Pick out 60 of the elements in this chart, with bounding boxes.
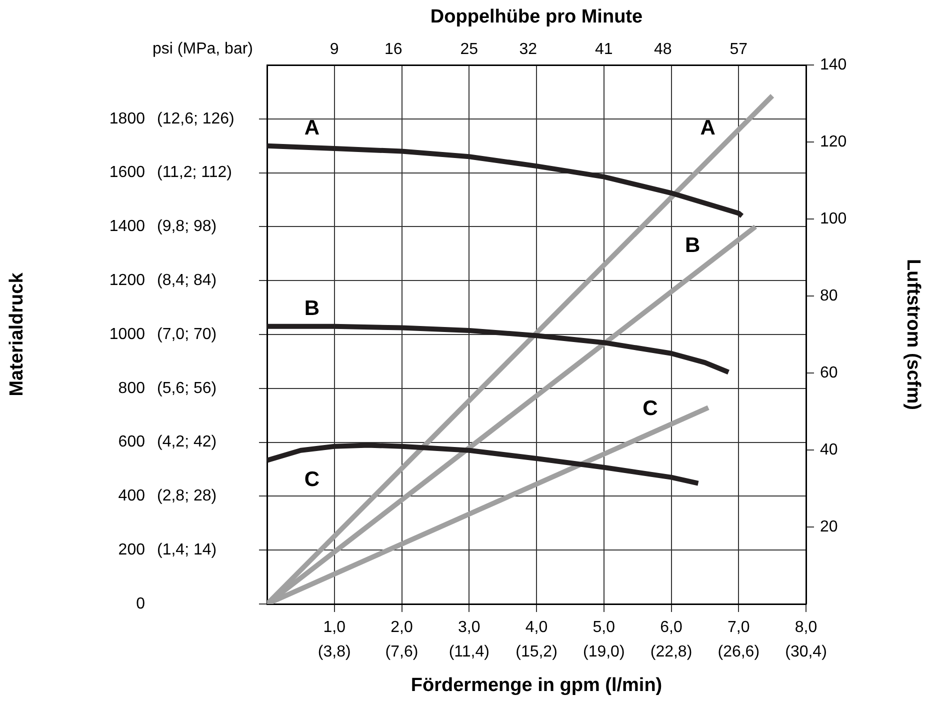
y2-tick-label: 20 [820,518,838,536]
text: psi (MPa, bar) [152,40,253,58]
series-label: B [304,297,320,320]
y2-tick-label: 140 [820,56,847,74]
text: (3,8) [318,643,351,660]
text: (12,6; 126) [157,110,234,128]
text: (8,4; 84) [157,272,217,290]
text: (5,6; 56) [157,380,217,397]
x-tick-label: 7,0 [728,619,750,636]
y2-tick-label: 60 [820,364,838,382]
x2-tick-label: 9 [330,40,339,58]
y2-tick-label: 80 [820,287,838,304]
y-tick-label: 200 [118,542,146,559]
series-label: A [304,116,320,140]
text: (15,2) [516,643,558,660]
y-tick-label: 800 [118,380,146,397]
text: (9,8; 98) [157,218,217,236]
x-tick-label: 4,0 [525,619,548,636]
y-tick-label: 400 [118,488,146,505]
series-label: B [685,234,700,258]
x2-axis-title: Doppelhübe pro Minute [430,6,643,28]
y-axis-title: Materialdruck [6,272,28,396]
text: (11,2; 112) [157,164,232,182]
x-tick-label: 5,0 [592,619,616,636]
y-tick-label: 1000 [109,326,146,343]
y2-tick-label: 100 [820,210,847,228]
text: (11,4) [448,643,490,660]
text: (19,0) [582,643,625,660]
x2-tick-label: 32 [519,40,538,58]
y-tick-label: 1200 [109,272,146,290]
x2-tick-label: 25 [460,40,478,58]
x-tick-label: 2,0 [390,619,413,636]
text: (7,0; 70) [157,326,217,343]
series-label: C [642,397,658,420]
text: (7,6) [385,643,418,660]
x-tick-label: 8,0 [794,619,818,636]
x2-tick-label: 16 [384,40,402,58]
text: (22,8) [650,643,692,660]
x-tick-label: 3,0 [458,619,480,636]
text: (4,2; 42) [157,434,217,451]
y-tick-label: 1400 [109,218,146,236]
y2-tick-label: 40 [820,441,838,458]
y-tick-label: 0 [136,595,146,612]
text: (2,8; 28) [157,488,217,505]
x-tick-label: 1,0 [323,619,346,636]
x2-tick-label: 41 [594,40,613,58]
y2-axis-title: Luftstrom (scfm) [902,259,924,410]
x-tick-label: 6,0 [660,619,682,636]
series-label: A [700,116,716,140]
x2-tick-label: 57 [730,40,748,58]
x2-tick-label: 48 [654,40,672,58]
text: (26,6) [718,643,760,660]
series-label: C [304,468,320,492]
y2-tick-label: 120 [820,133,847,150]
y-tick-label: 1800 [109,110,146,128]
text: (1,4; 14) [157,542,217,559]
y-tick-label: 1600 [109,164,146,182]
x-axis-title: Fördermenge in gpm (l/min) [410,674,662,696]
y-tick-label: 600 [118,434,146,451]
text: (30,4) [785,643,827,660]
